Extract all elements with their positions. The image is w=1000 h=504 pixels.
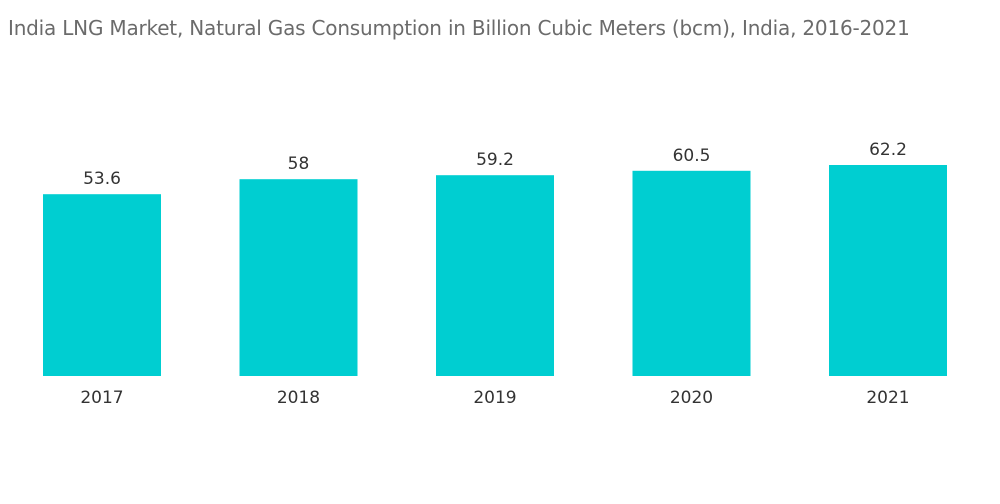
value-labels-layer: 53.6 58 59.2 60.5 62.2 [83, 140, 907, 189]
data-label-2020: 60.5 [673, 146, 711, 166]
x-tick-labels-layer: 2017 2018 2019 2020 2021 [80, 388, 909, 408]
x-tick-label-2017: 2017 [80, 388, 123, 408]
data-label-2017: 53.6 [83, 169, 121, 189]
x-tick-label-2018: 2018 [277, 388, 320, 408]
x-tick-label-2020: 2020 [670, 388, 713, 408]
x-tick-label-2019: 2019 [473, 388, 516, 408]
data-label-2018: 58 [288, 154, 310, 174]
bar-2021 [829, 165, 947, 376]
bar-2017 [43, 194, 161, 376]
chart-title: India LNG Market, Natural Gas Consumptio… [8, 16, 910, 40]
bar-2019 [436, 175, 554, 376]
bars-layer [43, 165, 947, 376]
data-label-2019: 59.2 [476, 150, 514, 170]
data-label-2021: 62.2 [869, 140, 907, 160]
bar-2020 [632, 170, 751, 376]
x-tick-label-2021: 2021 [866, 388, 909, 408]
bar-2018 [239, 179, 358, 376]
